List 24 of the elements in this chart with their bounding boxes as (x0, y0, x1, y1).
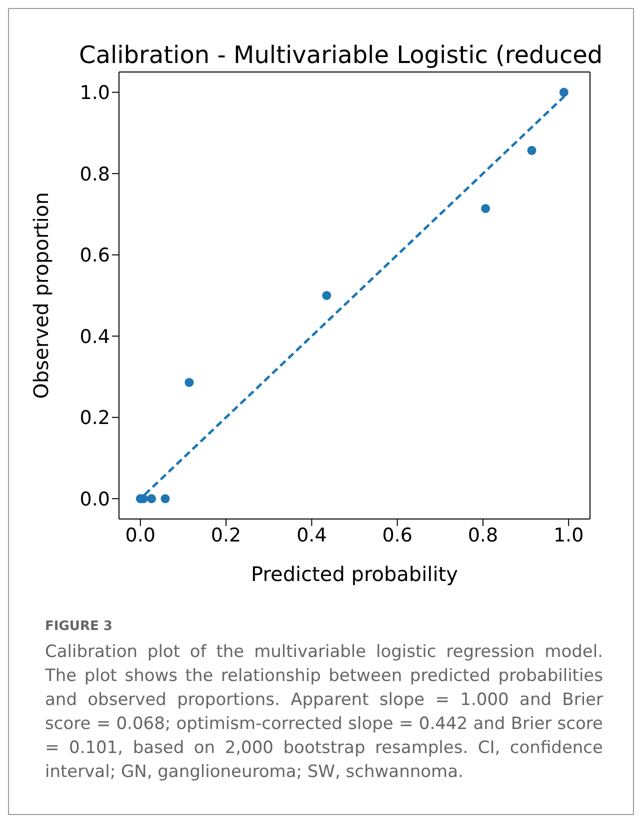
y-tick-label: 0.4 (80, 326, 110, 348)
point (527, 146, 536, 155)
chart-title: Calibration - Multivariable Logistic (reduced (79, 41, 603, 69)
x-tick-label: 0.0 (125, 524, 156, 546)
text: Calibration plot of the multivariable logistic regression model. The plot shows the relationship between predicted probabilities and observed proportions. Apparent slope = 1.000 and Brier score = 0.068; optimism-corrected slope = 0.442 and Brier score = 0.101, based on 2,000 bootstrap resamples. CI, confidence interval; GN, ganglioneuroma; SW, schwannoma. (45, 641, 603, 784)
x-tick-label: 0.4 (296, 524, 327, 546)
x-tick-label: 0.8 (468, 524, 498, 546)
y-tick-label: 0.2 (80, 407, 110, 430)
y-tick-label: 0.8 (80, 163, 110, 186)
point (322, 290, 332, 300)
x-axis-title: Predicted probability (251, 562, 458, 586)
y-tick-label: 1.0 (80, 82, 110, 104)
y-axis-title: Observed proportion (29, 192, 54, 399)
point (559, 88, 568, 97)
caption: FIGURE 3 (45, 619, 114, 634)
point (184, 378, 194, 387)
x-tick-label: 0.6 (382, 524, 412, 546)
x-tick-label: 1.0 (553, 524, 584, 546)
point (160, 494, 170, 504)
point (147, 494, 156, 504)
x-tick-label: 0.2 (210, 524, 242, 546)
point (481, 204, 490, 214)
y-tick-label: 0.6 (80, 244, 110, 267)
y-tick-label: 0.0 (80, 488, 110, 510)
